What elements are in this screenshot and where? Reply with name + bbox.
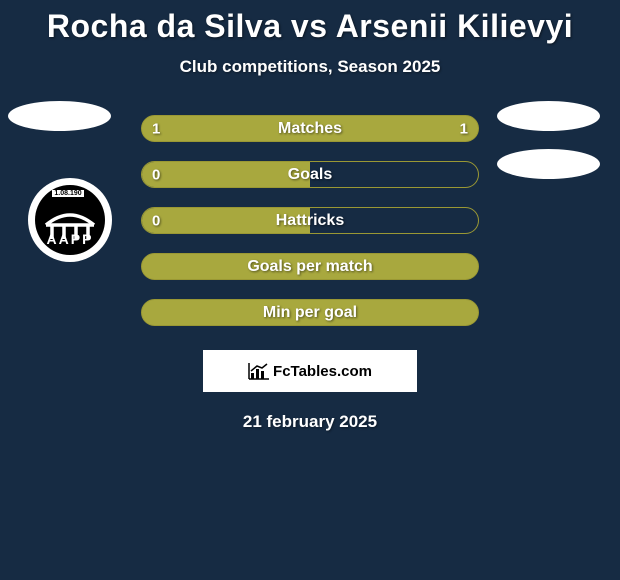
chart-icon	[248, 362, 270, 380]
player-ellipse-left	[8, 101, 111, 131]
player-ellipse-right	[497, 149, 600, 179]
stat-bar: Min per goal	[141, 299, 479, 326]
stat-value-left: 0	[152, 166, 160, 183]
watermark-text: FcTables.com	[273, 363, 372, 380]
logo-outer-circle: 1.08.190 AAPP	[28, 178, 112, 262]
logo-inner-circle: 1.08.190 AAPP	[35, 185, 105, 255]
footer-date: 21 february 2025	[243, 412, 377, 432]
stat-value-right: 1	[460, 120, 468, 137]
stat-label: Min per goal	[263, 304, 357, 322]
logo-date-text: 1.08.190	[52, 190, 83, 197]
stat-bar: Goals per match	[141, 253, 479, 280]
stat-value-left: 1	[152, 120, 160, 137]
subtitle: Club competitions, Season 2025	[180, 57, 441, 77]
stat-fill-left	[142, 162, 310, 187]
player-ellipse-right	[497, 101, 600, 131]
stat-label: Goals per match	[247, 258, 372, 276]
stat-row: Matches 1 1	[0, 115, 620, 142]
stat-label: Hattricks	[276, 212, 344, 230]
stat-label: Goals	[288, 166, 332, 184]
stat-value-left: 0	[152, 212, 160, 229]
left-club-logo: 1.08.190 AAPP	[28, 178, 112, 262]
stat-bar: Matches 1 1	[141, 115, 479, 142]
stat-label: Matches	[278, 120, 342, 138]
watermark-badge: FcTables.com	[203, 350, 417, 392]
page-title: Rocha da Silva vs Arsenii Kilievyi	[47, 8, 573, 45]
logo-letters: AAPP	[47, 231, 94, 247]
stat-bar: Goals 0	[141, 161, 479, 188]
stat-bar: Hattricks 0	[141, 207, 479, 234]
stat-row: Min per goal	[0, 299, 620, 326]
